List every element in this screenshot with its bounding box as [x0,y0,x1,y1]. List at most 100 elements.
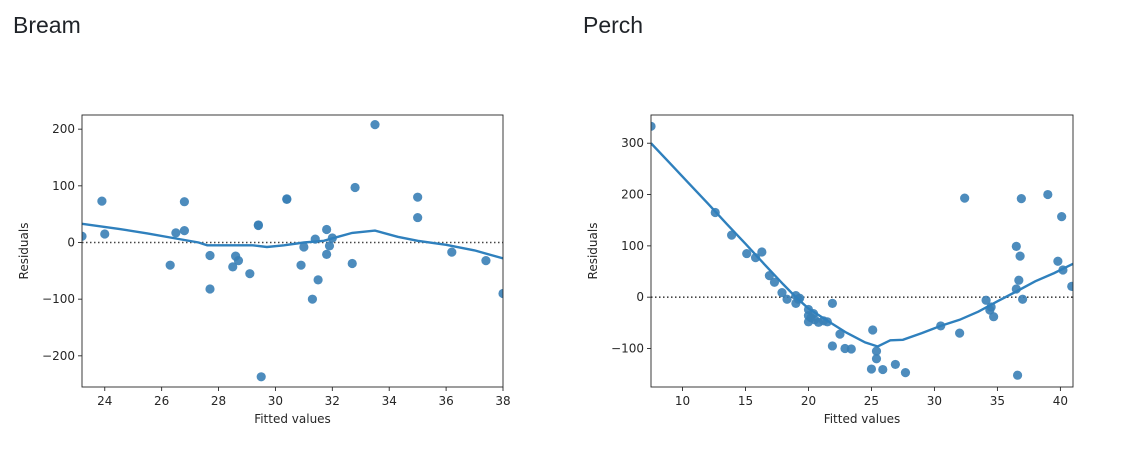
data-point [871,346,882,356]
x-tick-label: 20 [801,394,816,408]
data-point [1053,256,1063,266]
data-point [868,325,878,335]
data-point [827,341,837,351]
data-point [651,121,656,131]
data-point [1014,275,1024,285]
panel-title-perch: Perch [583,12,644,38]
data-point [205,250,215,261]
data-point [960,193,970,203]
data-point [322,249,332,259]
data-point [1011,241,1021,251]
chart-bream: 24 26 28 30 32 34 36 38 −200 −100 0 100 200 Fitted va… [17,114,511,426]
x-tick-label: 10 [675,394,690,408]
data-point [835,329,845,339]
lowess-trend-line [651,142,1073,348]
chart-perch: 10 15 20 25 30 35 40 −100 0 100 200 300 Fitted value… [586,114,1074,426]
plot-frame [81,114,504,388]
data-point [256,372,266,382]
data-point [233,256,244,266]
x-axis-label: Fitted values [254,412,331,426]
x-tick-label: 30 [268,394,283,408]
data-point [447,247,457,257]
x-tick-label: 28 [211,394,226,408]
data-point [100,229,110,239]
data-point [282,194,292,205]
data-point [347,258,357,269]
data-point [205,284,215,294]
points-group [651,121,1073,380]
data-point [757,247,767,257]
y-tick-label: 0 [67,236,75,250]
data-point [750,253,761,263]
y-tick-label: 100 [621,239,644,253]
data-point [782,294,792,304]
data-point [179,197,190,207]
data-point [1067,281,1073,292]
x-tick-label: 15 [738,394,753,408]
x-tick-label: 40 [1053,394,1068,408]
x-tick-label: 38 [495,394,510,408]
data-point [742,248,752,259]
data-point [413,192,423,202]
data-point [322,224,332,235]
x-tick-label: 30 [927,394,942,408]
x-tick-label: 26 [154,394,169,408]
x-tick-label: 24 [97,394,112,408]
x-tick-label: 36 [438,394,453,408]
x-tick-label: 25 [864,394,879,408]
y-tick-label: −100 [42,292,75,306]
data-point [981,295,991,305]
x-tick-label: 35 [990,394,1005,408]
data-point [1057,212,1067,222]
data-point [481,256,491,266]
y-tick-label: 100 [52,179,75,193]
points-group [82,120,503,382]
data-point [324,241,335,251]
y-tick-label: 200 [52,122,75,136]
data-point [955,328,965,338]
data-point [777,287,787,298]
data-point [370,120,380,130]
x-tick-label: 34 [382,394,397,408]
data-point [1012,370,1023,380]
data-point [989,312,999,322]
data-point [769,277,780,287]
data-point [253,220,263,231]
data-point [171,228,181,238]
y-axis-label: Residuals [586,223,600,280]
y-tick-label: 300 [621,136,644,150]
y-tick-label: −200 [42,349,75,363]
data-point [846,344,856,354]
data-point [1043,189,1053,200]
data-point [827,298,837,308]
data-point [900,368,911,378]
x-tick-label: 32 [325,394,340,408]
lowess-trend-line [82,222,503,260]
plot-frame [650,114,1074,388]
y-tick-label: 200 [621,188,644,202]
y-tick-label: 0 [636,290,644,304]
data-point [1018,294,1028,304]
panel-title-bream: Bream [13,12,81,38]
y-tick-label: −100 [611,342,644,356]
data-point [498,288,503,299]
data-point [871,354,882,364]
data-point [890,359,900,370]
data-point [413,212,423,223]
data-point [350,182,360,193]
data-point [1015,251,1025,261]
data-point [245,269,255,279]
y-axis-label: Residuals [17,223,31,280]
data-point [307,294,318,304]
data-point [878,364,888,375]
data-point [313,275,323,285]
x-axis-label: Fitted values [824,412,901,426]
data-point [795,293,805,303]
data-point [82,231,87,241]
data-point [296,260,306,270]
data-point [179,226,190,236]
data-point [97,196,107,206]
data-point [228,262,238,272]
data-point [165,260,175,270]
